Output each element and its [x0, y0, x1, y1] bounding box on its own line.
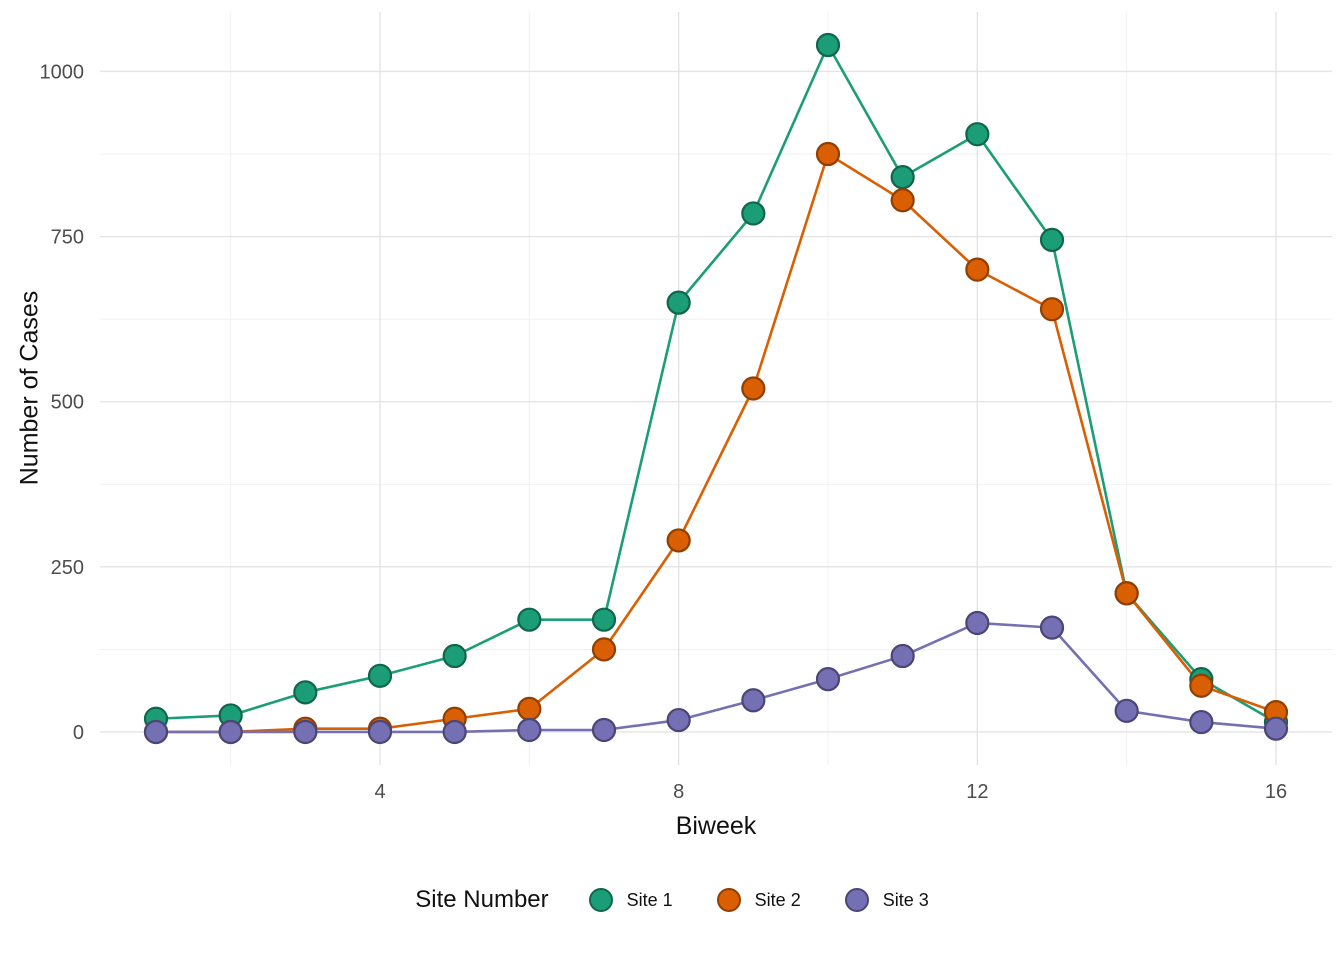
data-point-series-3 [965, 610, 990, 636]
data-point-series-1 [1039, 227, 1065, 252]
legend-label: Site 1 [626, 889, 673, 910]
data-point-series-3 [890, 643, 915, 669]
legend-item-3: Site 3 [844, 888, 929, 912]
legend: Site Number Site 1 Site 2 Site 3 [0, 886, 1344, 914]
legend-item-2: Site 2 [716, 888, 801, 912]
data-point-series-2 [666, 528, 691, 553]
series-line-1 [154, 43, 1278, 724]
data-point-series-1 [591, 607, 617, 632]
y-axis-title: Number of Cases [15, 290, 44, 486]
legend-item-1: Site 1 [588, 888, 673, 912]
data-point-series-2 [965, 257, 990, 282]
data-point-series-1 [965, 122, 990, 147]
x-axis-title: Biweek [675, 812, 757, 840]
data-point-series-1 [741, 201, 766, 226]
data-point-series-1 [367, 663, 393, 688]
y-tick-label: 0 [73, 722, 84, 744]
data-point-series-3 [293, 719, 318, 745]
data-point-series-1 [517, 607, 542, 632]
data-point-series-2 [591, 637, 617, 662]
legend-swatch-icon [588, 888, 613, 912]
data-point-series-3 [143, 719, 169, 745]
data-point-series-2 [741, 376, 766, 401]
y-tick-label: 1000 [40, 61, 85, 83]
data-point-series-1 [666, 290, 691, 315]
legend-title: Site Number [415, 886, 549, 913]
y-tick-label: 500 [51, 392, 84, 414]
data-point-series-3 [666, 707, 691, 733]
data-point-series-1 [293, 680, 318, 705]
series-line-3 [154, 621, 1278, 734]
data-point-series-3 [815, 667, 841, 692]
data-point-series-3 [442, 719, 467, 745]
data-point-series-3 [1114, 698, 1139, 723]
data-point-series-2 [1189, 673, 1214, 698]
data-point-series-2 [517, 696, 542, 721]
data-point-series-3 [741, 688, 766, 713]
data-point-series-3 [517, 717, 542, 743]
data-point-series-2 [1039, 297, 1065, 322]
x-tick-label: 4 [374, 781, 385, 803]
data-point-series-1 [815, 32, 841, 58]
data-point-series-3 [1263, 716, 1289, 741]
data-point-series-3 [591, 717, 617, 743]
legend-label: Site 3 [882, 889, 929, 910]
y-tick-label: 750 [51, 227, 84, 249]
legend-swatch-icon [716, 888, 741, 912]
x-tick-label: 8 [673, 781, 684, 803]
legend-label: Site 2 [754, 889, 801, 910]
data-point-series-3 [1039, 615, 1065, 640]
data-point-series-1 [890, 165, 915, 190]
data-point-series-2 [1114, 581, 1139, 606]
data-point-series-1 [442, 643, 467, 669]
data-point-series-3 [367, 719, 393, 745]
legend-items: Site 1 Site 2 Site 3 [588, 888, 929, 912]
x-tick-label: 16 [1265, 781, 1287, 803]
x-tick-label: 12 [966, 781, 988, 803]
data-point-series-2 [890, 188, 915, 213]
data-point-series-3 [218, 719, 243, 745]
data-point-series-3 [1189, 709, 1214, 735]
y-tick-label: 250 [51, 557, 84, 579]
data-point-series-2 [815, 141, 841, 167]
legend-swatch-icon [844, 888, 869, 912]
series-line-2 [154, 152, 1278, 734]
